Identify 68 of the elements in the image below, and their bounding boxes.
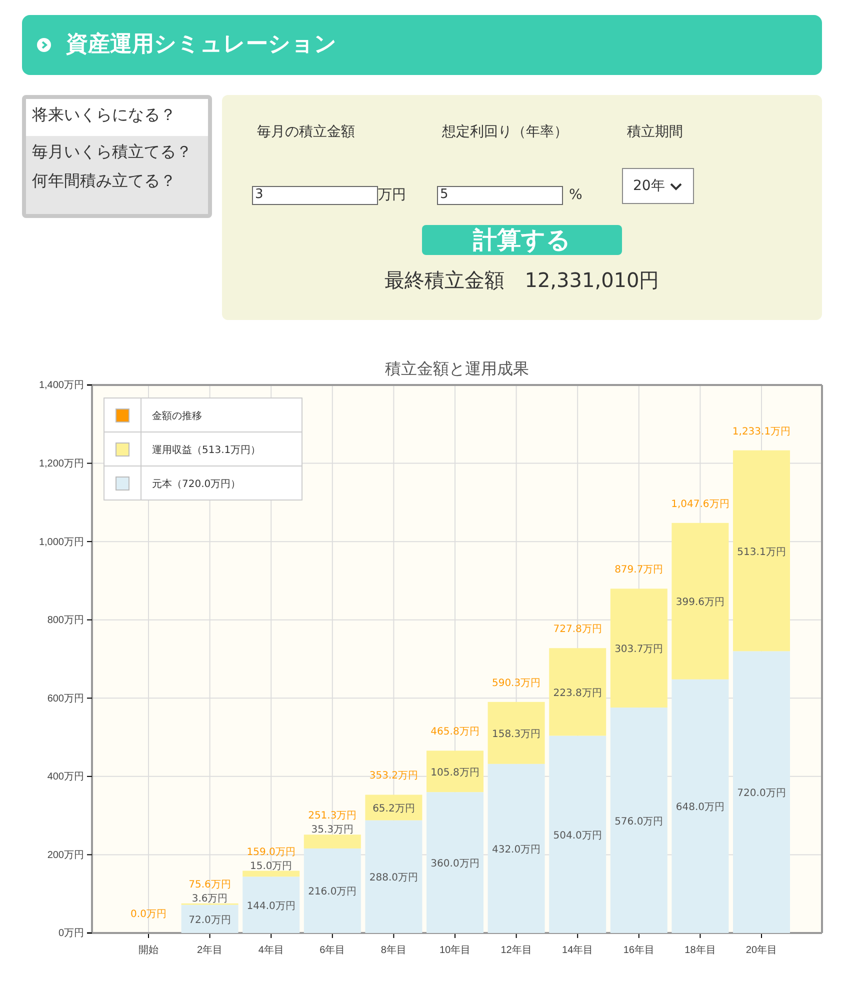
data-label: 105.8万円	[430, 767, 480, 778]
y-tick-label: 0万円	[58, 928, 84, 940]
data-label: 399.6万円	[676, 597, 725, 608]
data-label: 223.8万円	[553, 688, 602, 699]
text: %	[569, 187, 582, 203]
x-tick-label: 14年目	[562, 944, 594, 956]
y-tick-label: 400万円	[47, 772, 84, 783]
data-label: 432.0万円	[492, 844, 541, 856]
y-tick-label: 1,400万円	[38, 380, 84, 392]
text: 20年	[622, 168, 694, 204]
x-tick-label: 16年目	[623, 944, 654, 956]
data-label: 65.2万円	[372, 804, 415, 815]
data-label: 216.0万円	[308, 886, 357, 898]
legend-label: 運用収益（513.1万円）	[152, 444, 261, 456]
y-tick-label: 600万円	[47, 693, 84, 704]
total-label: 0.0万円	[130, 909, 166, 920]
data-label: 158.3万円	[492, 728, 541, 740]
text: 何年間積み立てる？	[31, 170, 177, 192]
annotation: 金額の推移	[152, 410, 202, 422]
total-label: 251.3万円	[308, 810, 357, 822]
chart-title: 積立金額と運用成果	[385, 359, 529, 378]
data-label: 504.0万円	[553, 830, 602, 842]
x-tick-label: 8年目	[380, 944, 406, 956]
text: 積立期間	[627, 123, 683, 141]
text: 計算する	[422, 225, 622, 255]
data-label: 3.6万円	[192, 893, 228, 904]
text: 3	[252, 186, 378, 205]
total-label: 353.2万円	[369, 770, 418, 782]
x-tick-label: 12年目	[500, 944, 532, 956]
data-label: 513.1万円	[737, 546, 786, 558]
total-label: 879.7万円	[614, 564, 664, 576]
x-tick-label: 開始	[138, 945, 159, 956]
text: 資産運用シミュレーション	[66, 31, 337, 59]
total-label: 1,047.6万円	[671, 498, 730, 510]
text: 万円	[378, 186, 406, 204]
text: 最終積立金額 12,331,010円	[384, 267, 660, 294]
data-label: 360.0万円	[430, 858, 480, 870]
x-tick-label: 4年目	[258, 944, 284, 956]
legend-label: 元本（720.0万円）	[152, 478, 241, 490]
total-label: 727.8万円	[553, 624, 602, 636]
text: 想定利回り（年率）	[442, 123, 568, 141]
total-label: 75.6万円	[188, 879, 231, 890]
y-tick-label: 200万円	[47, 850, 84, 861]
data-label: 144.0万円	[246, 900, 296, 912]
total-label: 159.0万円	[246, 846, 296, 858]
x-tick-label: 20年目	[746, 944, 778, 956]
y-tick-label: 1,000万円	[38, 536, 84, 548]
x-tick-label: 10年目	[439, 944, 471, 956]
data-label: 303.7万円	[614, 644, 664, 656]
x-tick-label: 2年目	[197, 944, 223, 956]
text: 毎月いくら積立てる？	[32, 142, 192, 161]
text: 将来いくらになる？	[26, 99, 208, 136]
y-tick-label: 1,200万円	[38, 458, 84, 470]
data-label: 648.0万円	[676, 802, 725, 814]
data-label: 72.0万円	[188, 914, 231, 926]
data-label: 35.3万円	[311, 824, 354, 836]
total-label: 590.3万円	[492, 678, 541, 689]
data-label: 15.0万円	[250, 860, 292, 872]
total-label: 1,233.1万円	[732, 426, 791, 438]
total-label: 465.8万円	[430, 726, 480, 738]
data-label: 576.0万円	[614, 816, 664, 828]
data-label: 288.0万円	[369, 872, 418, 884]
text: 毎月の積立金額	[257, 123, 355, 141]
x-tick-label: 6年目	[320, 944, 346, 956]
data-label: 720.0万円	[737, 788, 786, 800]
y-tick-label: 800万円	[47, 615, 84, 626]
x-tick-label: 18年目	[684, 944, 716, 956]
text: 5	[437, 186, 563, 205]
